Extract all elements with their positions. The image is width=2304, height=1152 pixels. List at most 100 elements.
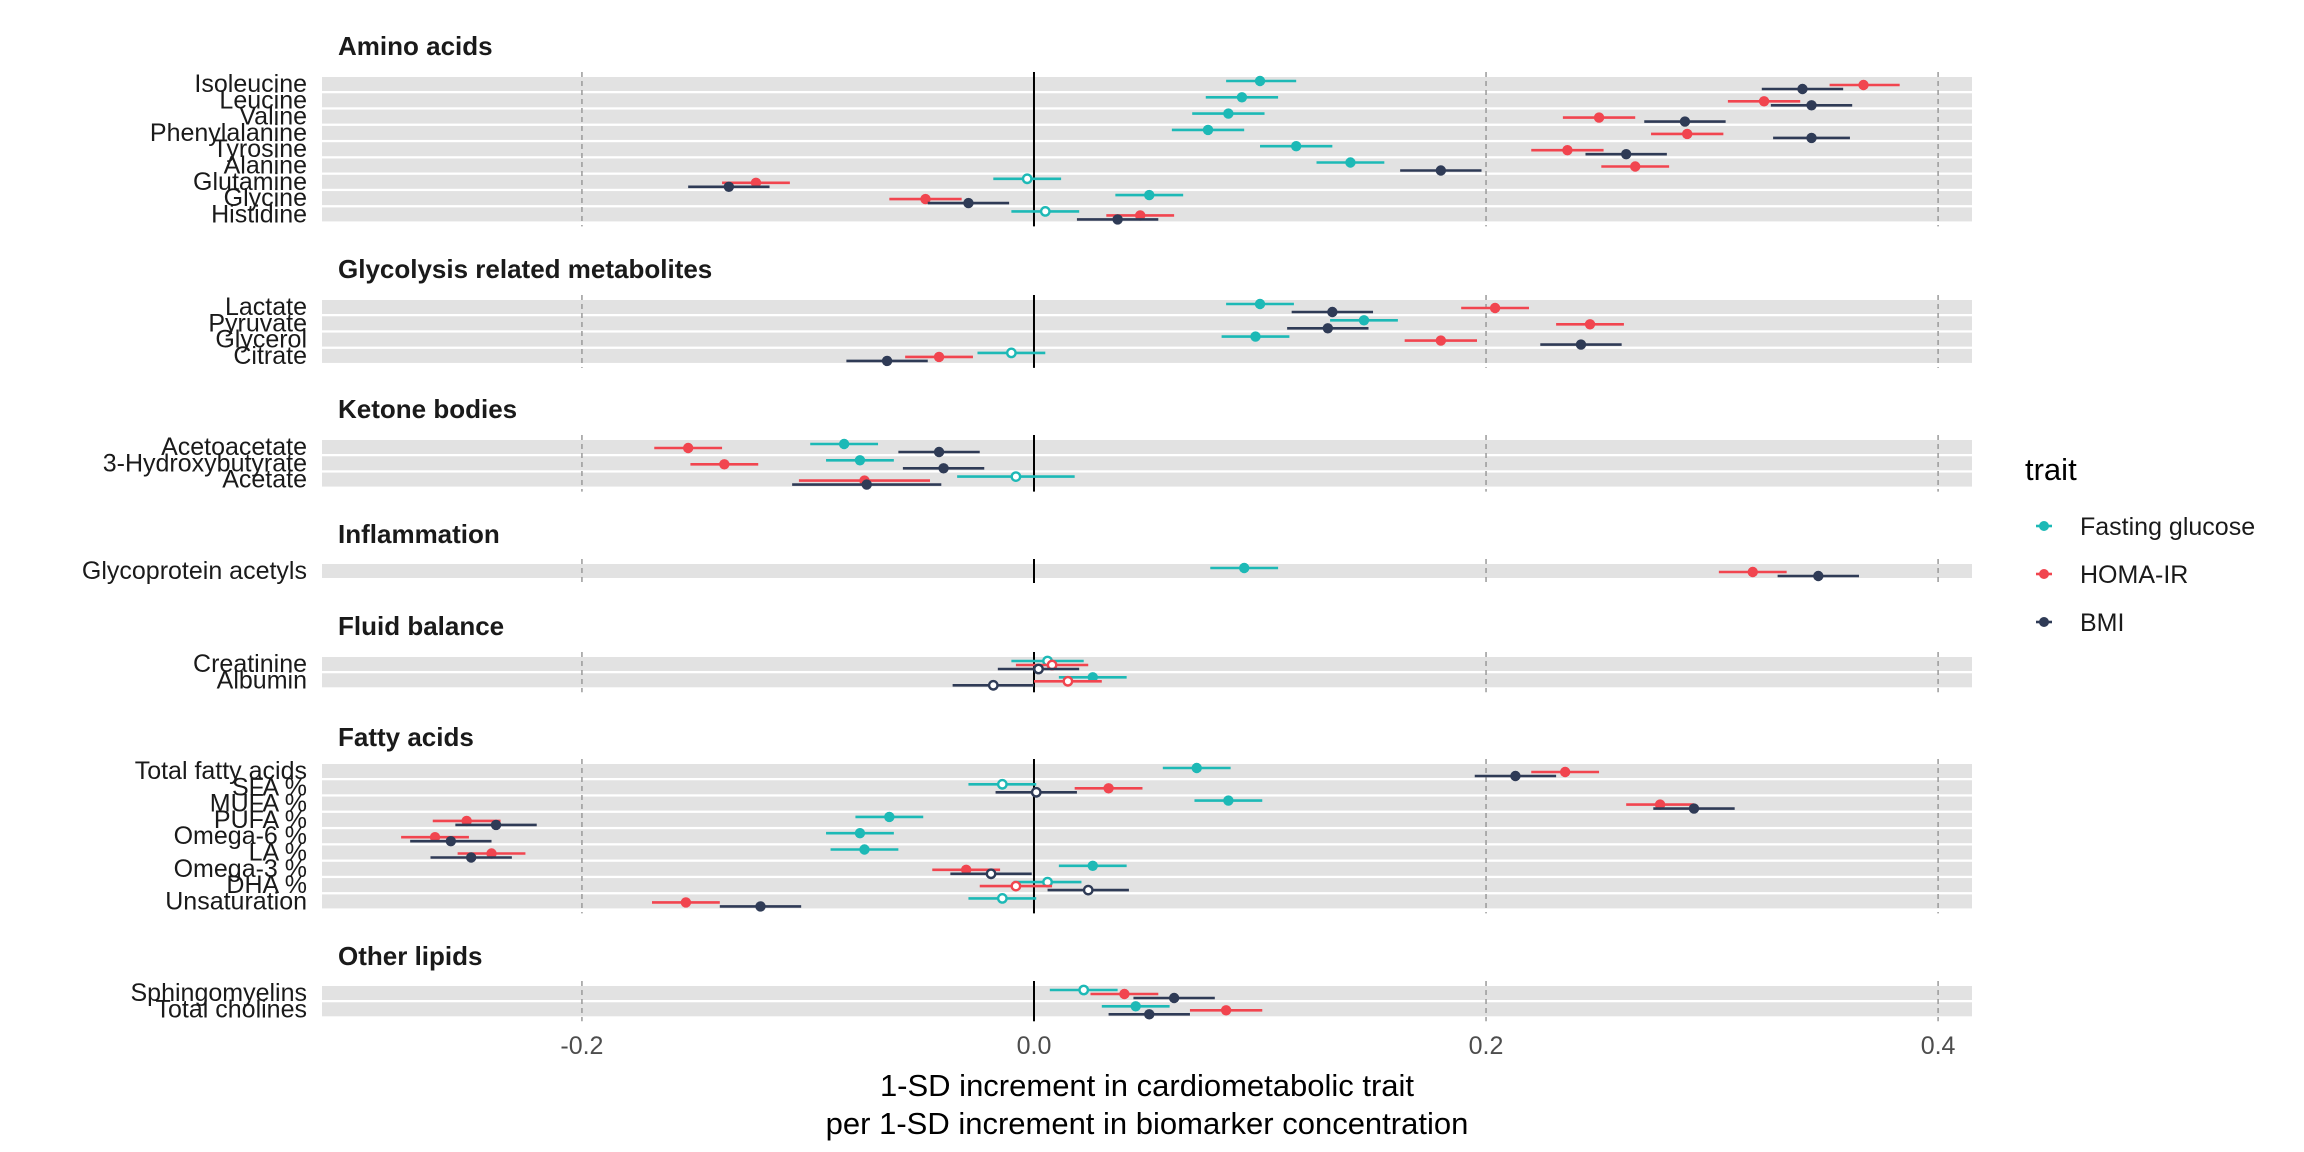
point-fg	[854, 455, 866, 466]
panel-1: Glycolysis related metabolites LactatePyr…	[208, 254, 1972, 370]
row-band	[322, 878, 1972, 893]
point-fg	[1191, 762, 1202, 774]
point-fg	[1144, 189, 1155, 201]
point-bmi	[1679, 116, 1691, 127]
point-homa	[1435, 335, 1447, 346]
row-band	[322, 93, 1972, 108]
point-bmi	[1327, 306, 1338, 318]
row-label: Tyrosine	[213, 135, 307, 163]
point-bmi	[881, 355, 893, 367]
point-fg	[1345, 157, 1356, 168]
panel-title: Amino acids	[338, 31, 493, 61]
point-bmi	[1112, 214, 1123, 225]
point-bmi	[1688, 803, 1700, 814]
point-homa	[1010, 880, 1022, 892]
point-homa	[486, 848, 497, 859]
point-bmi	[723, 181, 735, 192]
panel-title: Ketone bodies	[338, 394, 517, 424]
point-homa	[1559, 766, 1571, 778]
point-bmi	[1797, 83, 1808, 95]
point-fg	[1290, 141, 1302, 152]
panel-title: Fluid balance	[338, 611, 504, 641]
point-bmi	[1030, 786, 1042, 798]
point-homa	[1593, 112, 1605, 123]
row-band	[322, 673, 1972, 688]
plot-panels: Amino acids IsoleucineLeucineValinePhenyl…	[82, 31, 1972, 1023]
point-homa	[680, 897, 692, 908]
legend-label: HOMA-IR	[2080, 561, 2188, 589]
point-homa	[920, 193, 931, 205]
row-label: Leucine	[219, 86, 307, 114]
point-homa	[682, 442, 694, 454]
legend-key-point	[2039, 569, 2049, 579]
point-bmi	[1322, 323, 1334, 334]
panel-2: Ketone bodies Acetoacetate3-Hydroxybutyra…	[103, 394, 1972, 494]
row-label: 3-Hydroxybutyrate	[103, 449, 307, 477]
point-bmi	[490, 819, 502, 831]
point-bmi	[1082, 884, 1094, 896]
point-fg	[1202, 124, 1214, 136]
point-homa	[1489, 302, 1501, 314]
point-fg	[1250, 331, 1261, 342]
point-fg	[1039, 205, 1051, 217]
row-band	[322, 812, 1972, 827]
point-homa	[960, 864, 972, 875]
row-band	[322, 332, 1972, 347]
point-bmi	[1435, 165, 1447, 176]
point-homa	[933, 351, 945, 363]
panel-title: Other lipids	[338, 941, 482, 971]
row-band	[322, 564, 1972, 578]
row-label: Pyruvate	[208, 309, 307, 337]
panel-title: Inflammation	[338, 519, 500, 549]
row-band	[322, 300, 1972, 314]
row-band	[322, 174, 1972, 189]
point-bmi	[933, 446, 945, 458]
point-homa	[1562, 145, 1573, 156]
point-bmi	[1033, 663, 1044, 675]
row-label: Total cholines	[156, 995, 307, 1023]
row-label: Histidine	[211, 200, 307, 228]
x-axis: -0.2 0.0 0.2 0.4	[560, 1032, 1955, 1060]
row-band	[322, 125, 1972, 140]
point-homa	[1584, 319, 1596, 330]
point-homa	[1858, 79, 1869, 91]
row-band	[322, 845, 1972, 860]
x-tick-label: 0.2	[1469, 1032, 1504, 1060]
point-bmi	[465, 852, 477, 863]
row-band	[322, 348, 1972, 363]
point-bmi	[1144, 1009, 1155, 1020]
panel-0: Amino acids IsoleucineLeucineValinePhenyl…	[150, 31, 1972, 228]
row-label: Valine	[239, 103, 307, 131]
row-label: Unsaturation	[165, 887, 307, 915]
point-fg	[1087, 860, 1098, 871]
row-band	[322, 456, 1972, 471]
point-homa	[1103, 783, 1114, 794]
point-bmi	[861, 479, 872, 490]
legend-label: Fasting glucose	[2080, 513, 2255, 541]
point-homa	[1682, 128, 1693, 140]
panel-title: Glycolysis related metabolites	[338, 254, 712, 284]
row-band	[322, 780, 1972, 795]
point-fg	[884, 811, 895, 823]
row-band	[322, 1002, 1972, 1017]
panel-title: Fatty acids	[338, 722, 474, 752]
point-fg	[1223, 108, 1234, 119]
point-bmi	[1168, 992, 1180, 1004]
row-band	[322, 796, 1972, 811]
point-homa	[1119, 988, 1130, 1000]
point-fg	[1078, 984, 1090, 996]
point-bmi	[985, 868, 997, 880]
row-label: Glycerol	[215, 326, 307, 354]
point-homa	[1747, 566, 1758, 578]
row-label: Acetoacetate	[161, 433, 307, 461]
x-tick-label: -0.2	[560, 1032, 603, 1060]
point-fg	[996, 778, 1008, 790]
row-band	[322, 77, 1972, 91]
x-tick-label: 0.4	[1921, 1032, 1956, 1060]
row-label: Sphingomyelins	[131, 979, 308, 1007]
legend-key-point	[2039, 617, 2049, 627]
row-label: LA %	[249, 839, 307, 867]
